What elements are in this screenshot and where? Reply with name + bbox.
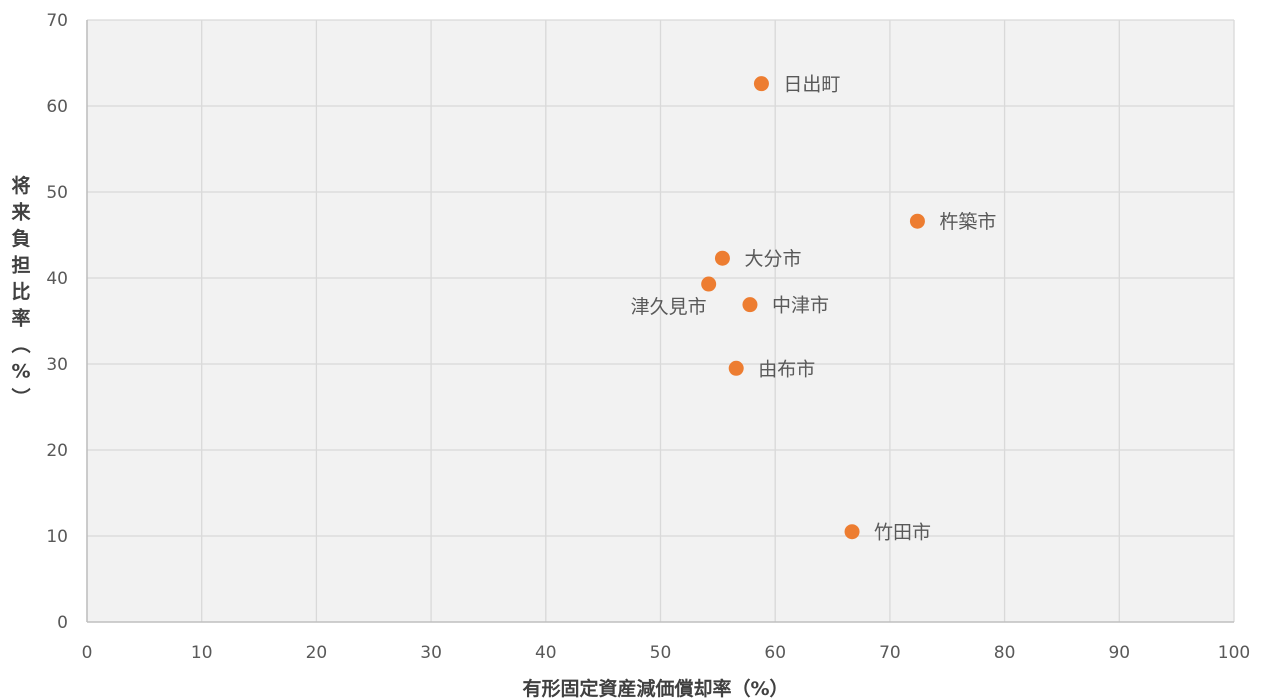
data-point <box>728 360 744 376</box>
y-tick-label: 20 <box>46 441 68 461</box>
y-tick-label: 0 <box>57 613 68 633</box>
x-tick-label: 80 <box>994 643 1016 663</box>
point-label: 中津市 <box>772 295 829 317</box>
data-point <box>742 297 758 313</box>
point-label: 竹田市 <box>874 522 931 544</box>
x-tick-label: 60 <box>764 643 786 663</box>
y-tick-label: 30 <box>46 355 68 375</box>
x-tick-label: 10 <box>191 643 213 663</box>
x-tick-label: 100 <box>1218 643 1250 663</box>
x-tick-label: 30 <box>420 643 442 663</box>
y-axis-title-char: % <box>11 361 30 383</box>
point-label: 日出町 <box>783 74 840 96</box>
tick-labels: 0 10 20 30 40 50 60 70 80 90 100 0 10 20 30 40 50 60 70 <box>46 11 1250 663</box>
y-axis-title-char: 負 <box>11 227 30 250</box>
point-label: 杵築市 <box>939 211 996 233</box>
y-axis-title-char: 率 <box>11 307 30 330</box>
x-tick-label: 50 <box>650 643 672 663</box>
data-point <box>844 524 860 540</box>
data-point <box>753 76 769 92</box>
y-axis-title-char: （ <box>9 334 32 353</box>
y-tick-label: 10 <box>46 527 68 547</box>
grid-lines <box>87 19 1235 622</box>
point-label: 大分市 <box>744 248 801 270</box>
y-axis-title-char: 将 <box>11 174 30 197</box>
data-point <box>714 250 730 266</box>
y-axis-title-char: 来 <box>11 202 30 224</box>
data-point <box>701 276 717 292</box>
x-tick-label: 70 <box>879 643 901 663</box>
data-point <box>909 213 925 229</box>
y-tick-label: 50 <box>46 183 68 203</box>
y-axis-title-char: 担 <box>11 254 30 277</box>
y-tick-label: 70 <box>46 11 68 31</box>
x-tick-label: 20 <box>306 643 328 663</box>
x-tick-label: 40 <box>535 643 557 663</box>
point-label: 由布市 <box>758 358 815 380</box>
axes <box>86 20 1234 623</box>
x-tick-label: 0 <box>82 643 93 663</box>
point-label: 津久見市 <box>631 296 707 318</box>
data-points <box>701 76 925 540</box>
x-tick-label: 90 <box>1108 643 1130 663</box>
y-axis-title-char: ） <box>9 387 32 406</box>
y-tick-label: 60 <box>46 97 68 117</box>
x-axis-title: 有形固定資産減価償却率（%） <box>522 677 788 698</box>
y-tick-label: 40 <box>46 269 68 289</box>
y-axis-title-char: 比 <box>11 281 30 303</box>
